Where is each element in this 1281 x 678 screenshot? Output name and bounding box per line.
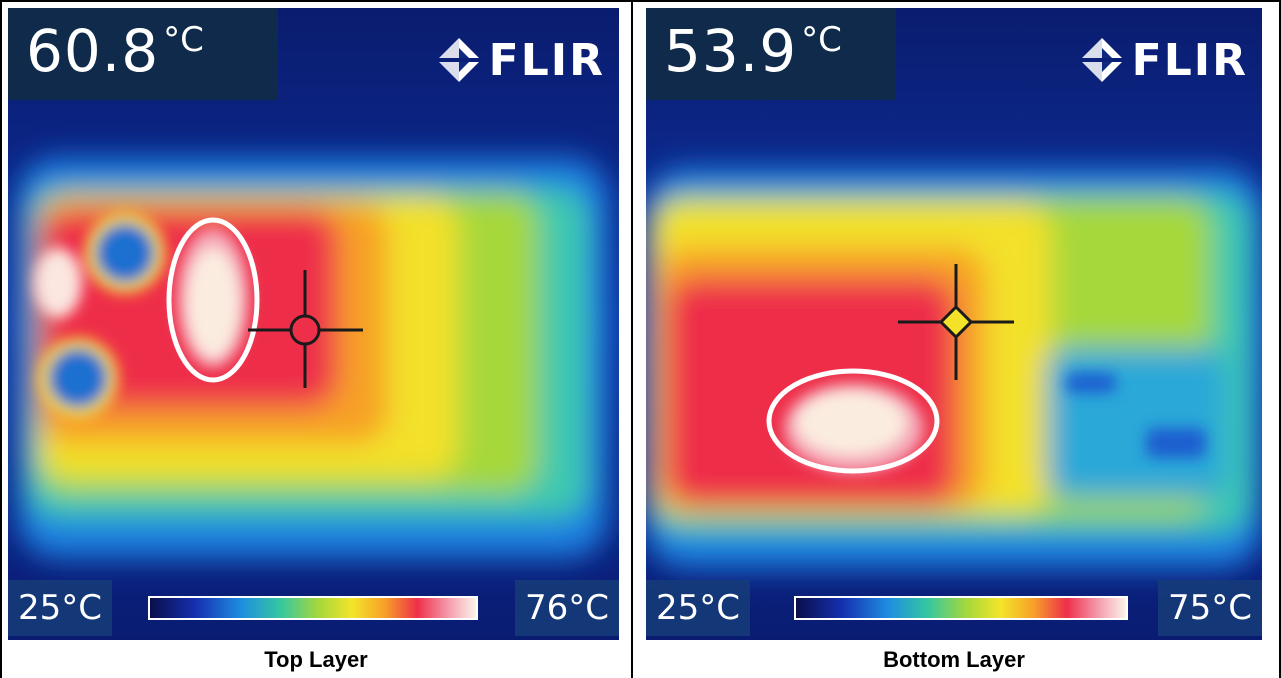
flir-diamond-icon <box>438 38 479 82</box>
frame-divider <box>631 0 633 678</box>
crosshair-icon <box>898 264 1014 380</box>
scale-min-label: 25°C <box>8 580 113 636</box>
color-scale-bar <box>794 596 1128 620</box>
spot-temperature-value: 53.9 <box>664 17 798 85</box>
top-layer-thermal-panel: 60.8 °C FLIR 25°C 76°C <box>8 8 619 640</box>
crosshair-icon <box>248 270 363 388</box>
bottom-layer-caption: Bottom Layer <box>883 647 1025 672</box>
color-scale-bar <box>148 596 478 620</box>
frame-right-border <box>1279 0 1281 678</box>
flir-logo: FLIR <box>1080 32 1248 88</box>
spot-temperature-readout: 53.9 °C <box>646 8 896 100</box>
flir-logo: FLIR <box>437 32 605 88</box>
scale-max-label: 76°C <box>514 580 619 636</box>
spot-temperature-unit: °C <box>163 20 204 60</box>
flir-logo-text: FLIR <box>1131 34 1248 86</box>
spot-temperature-unit: °C <box>801 20 842 60</box>
frame-left-border <box>0 0 2 678</box>
flir-logo-text: FLIR <box>488 34 605 86</box>
flir-diamond-icon <box>1081 38 1122 82</box>
scale-max-label: 75°C <box>1157 580 1262 636</box>
bottom-layer-thermal-image <box>646 8 1262 640</box>
scale-min-label: 25°C <box>646 580 751 636</box>
top-layer-caption: Top Layer <box>264 647 368 672</box>
temperature-scale: 25°C 75°C <box>646 576 1262 640</box>
top-layer-thermal-image <box>8 8 619 640</box>
bottom-layer-thermal-panel: 53.9 °C FLIR 25°C 75°C <box>646 8 1262 640</box>
hotspot-highlight-ring <box>766 368 940 474</box>
spot-temperature-value: 60.8 <box>26 17 160 85</box>
temperature-scale: 25°C 76°C <box>8 576 619 640</box>
spot-temperature-readout: 60.8 °C <box>8 8 278 100</box>
hotspot-highlight-ring <box>166 217 260 383</box>
frame-top-border <box>0 0 1281 2</box>
